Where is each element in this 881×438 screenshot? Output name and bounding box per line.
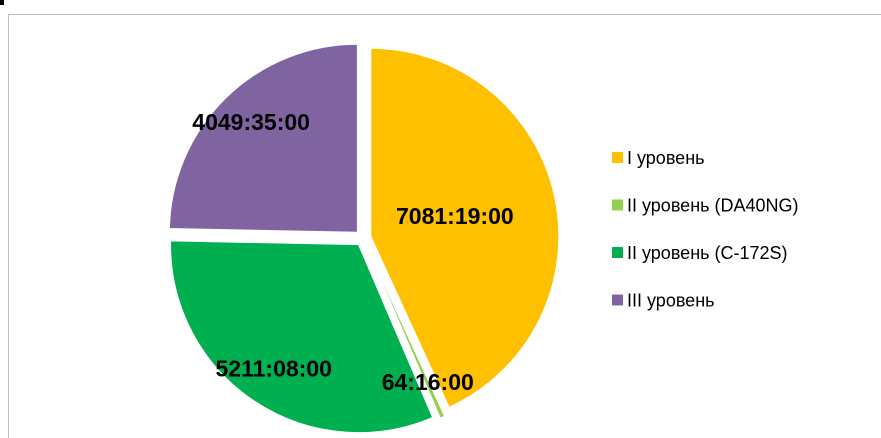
legend-label: I уровень (627, 148, 705, 168)
pie-slice (170, 240, 434, 434)
legend-swatch (612, 294, 623, 306)
data-label: 4049:35:00 (192, 109, 310, 135)
data-label: 7081:19:00 (396, 203, 514, 229)
legend-label: II уровень (DA40NG) (627, 195, 799, 215)
legend-label: II уровень (C-172S) (627, 243, 788, 263)
pie-slice (168, 43, 358, 233)
corner-dot (0, 0, 4, 5)
legend-swatch (612, 152, 623, 163)
legend-swatch (612, 199, 623, 211)
chart-frame (8, 14, 881, 438)
legend-label: III уровень (627, 290, 715, 310)
data-label: 5211:08:00 (216, 356, 332, 382)
pie-slice (365, 245, 446, 419)
pie-slice (370, 47, 560, 408)
data-label: 64:16:00 (382, 369, 474, 395)
legend-swatch (612, 247, 623, 258)
